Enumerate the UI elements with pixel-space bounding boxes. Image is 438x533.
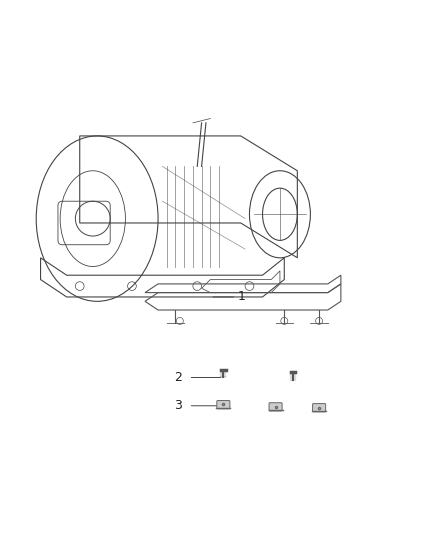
Text: 3: 3	[174, 399, 182, 412]
Text: 1: 1	[238, 290, 246, 303]
Text: 2: 2	[174, 371, 182, 384]
FancyBboxPatch shape	[217, 400, 230, 409]
FancyBboxPatch shape	[269, 403, 282, 411]
FancyBboxPatch shape	[313, 403, 325, 412]
